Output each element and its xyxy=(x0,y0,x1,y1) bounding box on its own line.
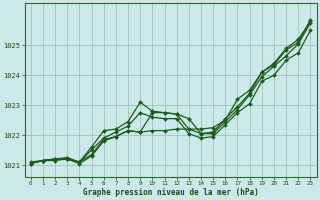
X-axis label: Graphe pression niveau de la mer (hPa): Graphe pression niveau de la mer (hPa) xyxy=(83,188,259,197)
